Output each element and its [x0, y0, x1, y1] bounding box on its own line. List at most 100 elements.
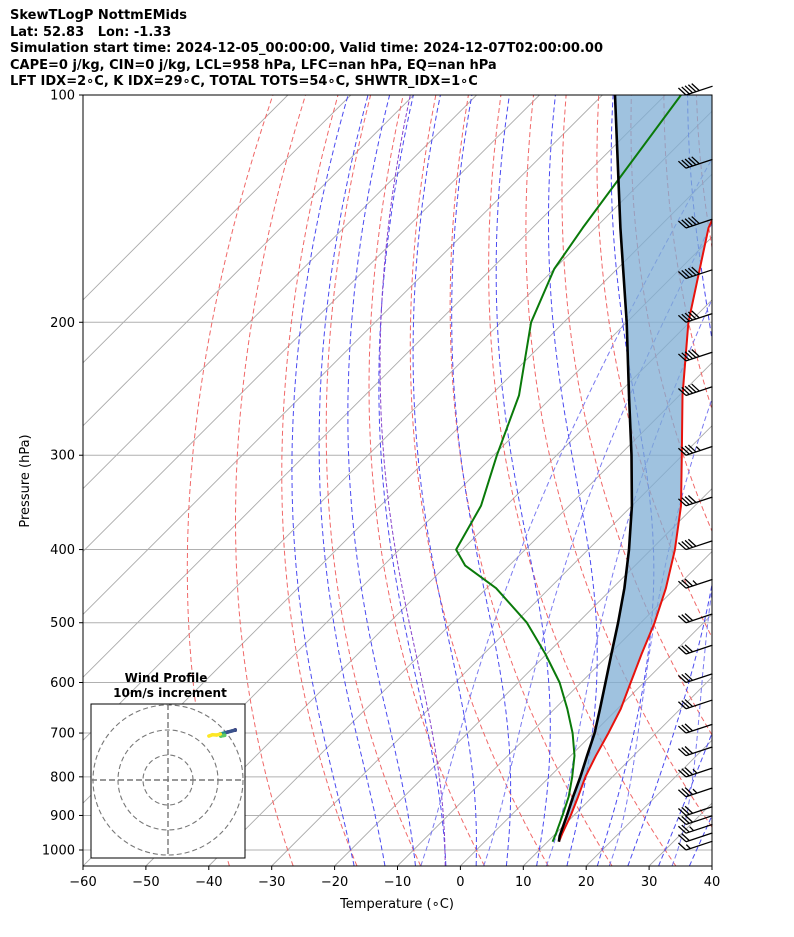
barb-staff: [685, 644, 713, 655]
barb-half-flag: [685, 844, 691, 850]
barb-flag: [684, 85, 694, 94]
moist-adiabat-line: [291, 95, 355, 866]
barb-flag: [681, 352, 690, 361]
moist-adiabat-line: [548, 95, 598, 866]
barb-flag: [684, 767, 694, 776]
y-tick-label: 300: [50, 449, 75, 464]
barb-flag: [687, 384, 697, 393]
isotherm-line: [522, 676, 712, 866]
barb-flag: [687, 84, 697, 93]
barb-flag: [677, 615, 687, 624]
dry-adiabat-line: [488, 95, 677, 866]
isotherm-line: [83, 110, 712, 741]
barb-flag: [684, 699, 694, 708]
barb-flag: [691, 216, 700, 225]
barb-flag: [677, 87, 687, 96]
barb-flag: [681, 673, 690, 682]
x-axis-label: Temperature (∘C): [339, 897, 454, 912]
barb-flag: [691, 349, 700, 357]
barb-flag: [677, 646, 687, 655]
barb-staff: [685, 673, 713, 684]
wind-barb: [677, 823, 713, 834]
x-tick-label: −10: [384, 875, 411, 890]
barb-flag: [684, 613, 694, 622]
barb-flag: [677, 748, 687, 757]
barb-flag: [684, 539, 694, 548]
y-tick-label: 500: [50, 616, 75, 631]
wind-barb: [677, 578, 713, 589]
barb-staff: [685, 832, 713, 843]
barb-flag: [677, 725, 687, 734]
barb-flag: [681, 806, 690, 815]
isotherm-line: [334, 487, 712, 866]
isotherm-line: [397, 550, 712, 866]
moist-adiabat-line: [627, 95, 712, 866]
wind-barb: [677, 832, 713, 843]
barb-flag: [681, 700, 690, 709]
wind-barb: [677, 349, 713, 362]
inset-subtitle: 10m/s increment: [113, 686, 227, 700]
moist-adiabat-line: [752, 95, 794, 866]
barb-flag: [684, 385, 694, 394]
barb-staff: [685, 613, 713, 624]
dry-adiabat-line: [409, 95, 549, 866]
barb-staff: [685, 806, 713, 817]
moist-adiabat-line: [347, 95, 416, 866]
barb-flag: [684, 268, 694, 277]
barb-half-flag: [689, 826, 695, 832]
isotherm-line: [145, 299, 712, 866]
barb-flag: [677, 498, 687, 507]
barb-flag: [684, 814, 694, 823]
barb-flag: [684, 496, 694, 505]
title-indices: LFT IDX=2∘C, K IDX=29∘C, TOTAL TOTS=54∘C…: [10, 74, 478, 89]
barb-flag: [687, 311, 697, 320]
barb-flag: [677, 769, 687, 778]
wind-barb: [677, 840, 713, 851]
moist-adiabat-line: [451, 95, 512, 866]
barb-staff: [685, 578, 713, 589]
y-tick-label: 900: [50, 809, 75, 824]
wind-barb: [677, 310, 713, 323]
wind-barb: [677, 672, 713, 684]
barb-staff: [685, 496, 713, 507]
barb-staff: [685, 723, 713, 734]
isotherm-line: [711, 865, 712, 866]
barb-flag: [677, 842, 687, 851]
barb-flag: [687, 495, 697, 503]
barb-flag: [681, 614, 690, 623]
x-tick-label: −20: [321, 875, 348, 890]
dry-adiabat-line: [281, 95, 358, 866]
wind-barb: [677, 495, 713, 507]
barb-flag: [677, 542, 687, 551]
inset-hodograph: [91, 704, 245, 858]
barb-flag: [684, 723, 694, 732]
barb-flag: [677, 816, 687, 825]
mixing-ratio-line: [420, 157, 712, 866]
x-tick-label: −50: [132, 875, 159, 890]
barb-flag: [691, 266, 700, 275]
dry-adiabat-line: [325, 95, 422, 866]
barb-flag: [681, 815, 690, 824]
axes: −60 −50 −40 −30 −20 −10 0 10 20 30 40 100 200 300 400 5…: [42, 89, 720, 891]
barb-flag: [677, 580, 687, 589]
wind-barb: [677, 746, 713, 757]
dry-adiabat-line: [449, 95, 613, 866]
barb-staff: [685, 767, 713, 778]
isotherm-line: [83, 95, 540, 553]
barb-flag: [681, 645, 690, 654]
barb-half-flag: [692, 788, 698, 794]
barb-flag: [681, 497, 690, 506]
barb-flag: [681, 788, 690, 797]
barb-flag: [684, 351, 694, 360]
x-tick-label: −60: [69, 875, 96, 890]
dry-adiabat-line: [368, 95, 485, 866]
y-tick-label: 800: [50, 770, 75, 785]
barb-flag: [684, 805, 694, 814]
wind-barb: [677, 266, 713, 280]
x-tick-label: −40: [195, 875, 222, 890]
barb-flag: [681, 747, 690, 756]
barb-flag: [684, 644, 694, 653]
barb-staff: [685, 815, 713, 826]
profile-series: [455, 95, 712, 843]
